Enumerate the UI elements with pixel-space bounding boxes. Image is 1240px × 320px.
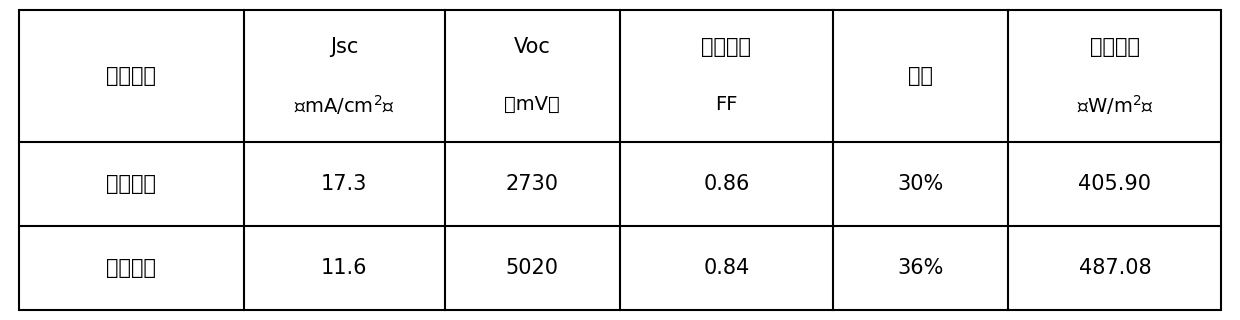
- Text: 0.84: 0.84: [703, 258, 750, 278]
- Text: Jsc: Jsc: [330, 37, 358, 57]
- Text: 电池类型: 电池类型: [107, 66, 156, 86]
- Text: 效率: 效率: [908, 66, 934, 86]
- Text: 11.6: 11.6: [321, 258, 367, 278]
- Text: 5020: 5020: [506, 258, 559, 278]
- Text: 405.90: 405.90: [1079, 174, 1152, 194]
- Text: 17.3: 17.3: [321, 174, 367, 194]
- Text: 0.86: 0.86: [703, 174, 750, 194]
- Text: 六结电池: 六结电池: [107, 258, 156, 278]
- Text: 487.08: 487.08: [1079, 258, 1151, 278]
- Text: 填充因子: 填充因子: [702, 37, 751, 57]
- Text: 36%: 36%: [898, 258, 944, 278]
- Text: 30%: 30%: [898, 174, 944, 194]
- Text: 传统三结: 传统三结: [107, 174, 156, 194]
- Text: FF: FF: [715, 95, 738, 114]
- Text: （mA/cm$^2$）: （mA/cm$^2$）: [294, 93, 394, 117]
- Text: （mV）: （mV）: [505, 95, 560, 114]
- Text: Voc: Voc: [513, 37, 551, 57]
- Text: （W/m$^2$）: （W/m$^2$）: [1076, 93, 1153, 117]
- Text: 2730: 2730: [506, 174, 559, 194]
- Text: 输出功率: 输出功率: [1090, 37, 1140, 57]
